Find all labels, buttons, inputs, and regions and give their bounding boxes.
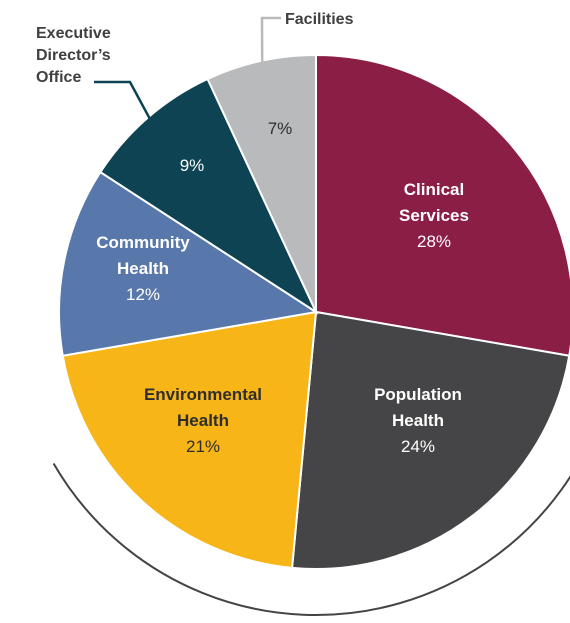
pie-slices: [58, 53, 570, 570]
slice-labels: Clinical Services 28% Population Health 24% En…: [96, 119, 469, 456]
pie-slice: [99, 77, 319, 315]
slice-name-label: Health: [392, 411, 444, 430]
pie-slice: [61, 310, 318, 569]
outer-arc-decoration: [52, 462, 570, 616]
slice-percent-label: 7%: [268, 119, 293, 138]
pie-slice: [315, 53, 570, 357]
callout-leader-line: [94, 80, 154, 125]
pie-slice: [206, 53, 317, 313]
callout-label: Director’s: [36, 47, 111, 64]
pie-slice: [58, 170, 319, 357]
callout-label: Office: [36, 69, 81, 86]
slice-percent-label: 24%: [401, 437, 435, 456]
callout-label: Executive: [36, 25, 111, 42]
slice-name-label: Clinical: [404, 180, 464, 199]
slice-name-label: Health: [177, 411, 229, 430]
slice-percent-label: 9%: [180, 156, 205, 175]
slice-percent-label: 28%: [417, 232, 451, 251]
callout-leader-line: [260, 16, 281, 69]
callout-annotations: Executive Director’s Office Facilities: [36, 11, 354, 125]
slice-name-label: Community: [96, 233, 190, 252]
slice-name-label: Services: [399, 206, 469, 225]
slice-name-label: Environmental: [144, 385, 262, 404]
slice-percent-label: 12%: [126, 285, 160, 304]
pie-slice: [290, 310, 570, 570]
slice-percent-label: 21%: [186, 437, 220, 456]
slice-name-label: Population: [374, 385, 462, 404]
slice-name-label: Health: [117, 259, 169, 278]
callout-label: Facilities: [285, 11, 354, 28]
